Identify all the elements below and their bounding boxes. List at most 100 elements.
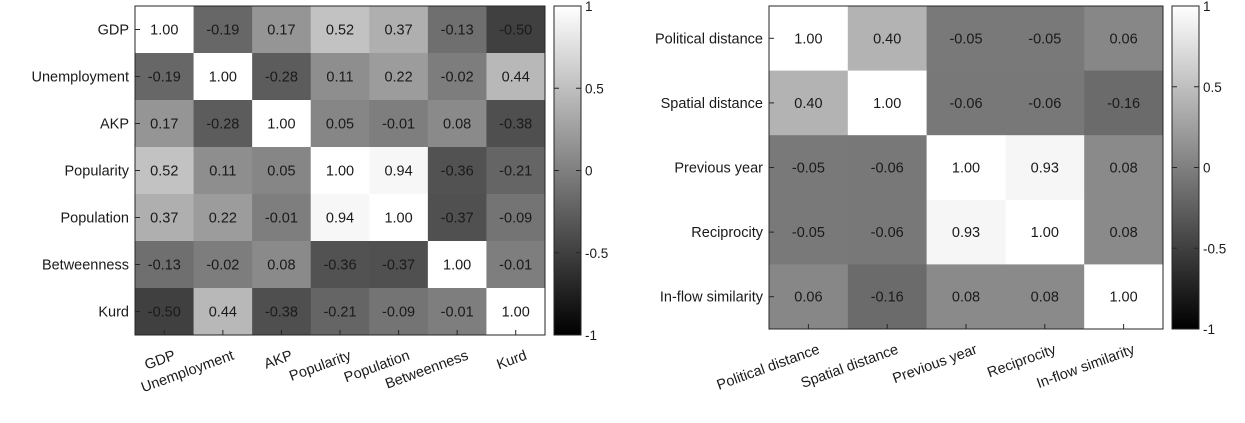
heatmap-cell — [369, 241, 429, 289]
cell-value-label: 0.08 — [1109, 225, 1137, 241]
colorbar-tick-label: -0.5 — [1203, 241, 1226, 256]
cell-value-label: 0.11 — [209, 164, 236, 180]
y-tick-label: GDP — [98, 23, 129, 39]
cell-value-label: 1.00 — [794, 31, 822, 47]
heatmap-cell — [926, 70, 1006, 136]
cell-value-label: -0.05 — [1028, 31, 1061, 47]
cell-value-label: -0.21 — [499, 164, 532, 180]
cell-value-label: -0.28 — [265, 70, 298, 86]
cell-value-label: 0.37 — [150, 211, 178, 227]
cell-value-label: 0.94 — [326, 211, 354, 227]
heatmap-cell — [135, 288, 195, 336]
heatmap-cell — [135, 241, 195, 289]
cell-value-label: -0.37 — [382, 258, 415, 274]
colorbar-tick-label: 0 — [1203, 161, 1211, 176]
cell-value-label: -0.06 — [871, 161, 904, 177]
cell-value-label: 0.44 — [502, 70, 530, 86]
cell-value-label: -0.05 — [949, 31, 982, 47]
cell-value-label: -0.01 — [499, 258, 532, 274]
heatmap-cell — [369, 53, 429, 101]
cell-value-label: -0.16 — [1107, 96, 1140, 112]
heatmap-cell — [427, 6, 487, 54]
heatmap-cell — [252, 288, 312, 336]
cell-value-label: -0.19 — [206, 23, 239, 39]
cell-value-label: 0.08 — [267, 258, 295, 274]
cell-value-label: 0.17 — [150, 117, 178, 133]
y-tick-label: Previous year — [674, 161, 763, 177]
cell-value-label: -0.21 — [323, 305, 356, 321]
heatmap-cell — [193, 241, 253, 289]
heatmap-cell — [135, 53, 195, 101]
heatmap-cell — [193, 100, 253, 148]
cell-value-label: 1.00 — [1031, 225, 1059, 241]
heatmap-cell — [926, 199, 1006, 265]
cell-value-label: -0.38 — [499, 117, 532, 133]
heatmap-cell — [427, 288, 487, 336]
heatmap-cell — [369, 147, 429, 195]
cell-value-label: -0.01 — [441, 305, 474, 321]
cell-value-label: 0.17 — [267, 23, 295, 39]
colorbar-tick-label: 1 — [585, 0, 593, 14]
heatmap-cell — [427, 194, 487, 242]
x-tick-label: Previous year — [891, 342, 980, 387]
heatmap-cell — [1084, 264, 1164, 330]
heatmap-cell — [769, 135, 849, 201]
cell-value-label: 0.08 — [952, 290, 980, 306]
cell-value-label: 1.00 — [267, 117, 295, 133]
cell-value-label: 0.05 — [326, 117, 354, 133]
heatmap-cell — [193, 194, 253, 242]
heatmap-cell — [847, 264, 928, 330]
heatmap-cell — [427, 241, 487, 289]
heatmap-cell — [1005, 6, 1085, 72]
heatmap-cell — [193, 147, 253, 195]
heatmap-cell — [193, 53, 253, 101]
cell-value-label: -0.37 — [441, 211, 474, 227]
heatmap-cell — [427, 147, 487, 195]
heatmap-panel-left: 1.00 -0.19 0.17 0.52 0.37 -0.13 -0.50-0.19 1.00… — [31, 0, 608, 396]
colorbar-tick-label: 0.5 — [585, 81, 604, 96]
heatmap-cell — [486, 53, 546, 101]
y-tick-label: Reciprocity — [691, 225, 763, 241]
cell-value-label: 0.11 — [326, 70, 353, 86]
heatmap-cell — [847, 135, 928, 201]
heatmap-cell — [847, 70, 928, 136]
heatmap-cell — [926, 264, 1006, 330]
y-tick-label: Spatial distance — [661, 96, 763, 112]
heatmap-cell — [369, 100, 429, 148]
cell-value-label: 0.22 — [209, 211, 237, 227]
heatmap-cell — [427, 53, 487, 101]
cell-value-label: 0.40 — [873, 31, 901, 47]
heatmap-cell — [427, 100, 487, 148]
cell-value-label: -0.50 — [499, 23, 532, 39]
y-tick-label: Unemployment — [31, 70, 129, 86]
heatmap-cell — [369, 6, 429, 54]
cell-value-label: 0.06 — [1109, 31, 1137, 47]
heatmap-cell — [1005, 199, 1085, 265]
heatmap-cell — [193, 6, 253, 54]
colorbar-tick-label: 0 — [585, 164, 593, 179]
cell-value-label: -0.13 — [441, 23, 474, 39]
cell-value-label: -0.50 — [148, 305, 181, 321]
cell-value-label: -0.06 — [949, 96, 982, 112]
cell-value-label: -0.02 — [441, 70, 474, 86]
heatmap-cell — [310, 53, 370, 101]
heatmap-cell — [193, 288, 253, 336]
heatmap-cell — [1005, 70, 1085, 136]
heatmap-cell — [252, 6, 312, 54]
cell-value-label: -0.05 — [792, 161, 825, 177]
y-tick-label: AKP — [100, 117, 129, 133]
y-tick-label: Population — [60, 211, 129, 227]
heatmap-cell — [769, 6, 849, 72]
cell-value-label: 0.52 — [326, 23, 354, 39]
colorbar-tick-label: 1 — [1203, 0, 1211, 14]
heatmap-cell — [310, 147, 370, 195]
heatmap-cell — [486, 147, 546, 195]
cell-value-label: 0.08 — [1031, 290, 1059, 306]
heatmap-cell — [135, 100, 195, 148]
cell-value-label: -0.09 — [499, 211, 532, 227]
cell-value-label: 1.00 — [443, 258, 471, 274]
heatmap-cell — [252, 147, 312, 195]
heatmap-cell — [847, 199, 928, 265]
cell-value-label: -0.36 — [441, 164, 474, 180]
y-tick-label: Political distance — [655, 31, 763, 47]
